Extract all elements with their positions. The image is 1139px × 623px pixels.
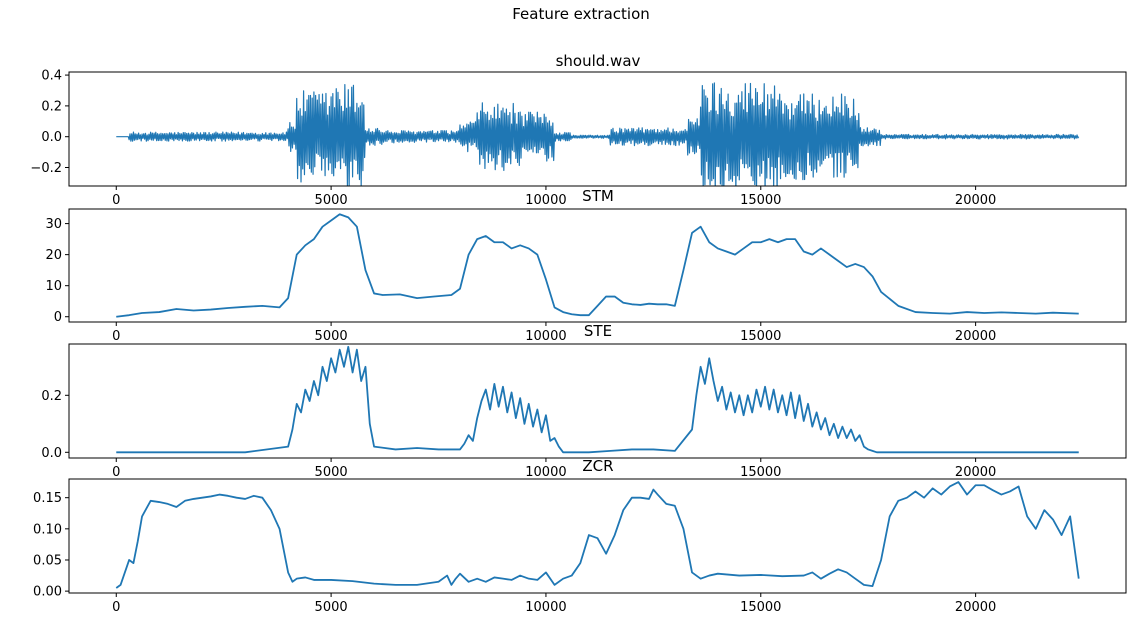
x-tick-label: 10000 <box>525 193 566 208</box>
y-tick-label: 0.2 <box>41 99 62 114</box>
x-tick-label: 0 <box>112 193 120 208</box>
x-tick-label: 0 <box>112 465 120 480</box>
y-tick-label: 0.05 <box>33 553 62 568</box>
subplot-stm: STM 0 5000 10000 15000 20000 0 10 20 30 <box>45 187 1127 344</box>
y-tick-label: 0.00 <box>33 585 62 600</box>
axes-frame <box>68 478 1127 594</box>
y-tick-label: 0.4 <box>41 69 62 84</box>
y-tick-label: 0.2 <box>41 389 62 404</box>
x-tick-label: 15000 <box>740 193 781 208</box>
y-tick-label: −0.2 <box>30 161 62 176</box>
x-tick-label: 5000 <box>315 329 348 344</box>
subplot-zcr: ZCR 0 5000 10000 15000 20000 0.00 0.05 0.10 0.15 <box>33 457 1127 615</box>
y-tick-label: 30 <box>45 217 62 232</box>
x-tick-label: 20000 <box>955 465 996 480</box>
x-tick-label: 5000 <box>315 193 348 208</box>
y-tick-label: 20 <box>45 248 62 263</box>
subplot-title: ZCR <box>582 457 613 475</box>
subplot-title: STM <box>582 187 614 205</box>
x-tick-label: 10000 <box>525 329 566 344</box>
series-line <box>116 345 1079 454</box>
x-tick-label: 10000 <box>525 600 566 615</box>
x-tick-label: 0 <box>112 600 120 615</box>
series-line <box>115 481 1080 589</box>
x-tick-label: 15000 <box>740 329 781 344</box>
x-tick-label: 0 <box>112 329 120 344</box>
y-tick-label: 0.0 <box>41 446 62 461</box>
x-tick-label: 20000 <box>955 600 996 615</box>
x-tick-label: 5000 <box>315 465 348 480</box>
x-tick-label: 20000 <box>955 329 996 344</box>
subplot-ste: STE 0 5000 10000 15000 20000 0.0 0.2 <box>41 322 1127 480</box>
x-tick-label: 10000 <box>525 465 566 480</box>
y-tick-label: 10 <box>45 279 62 294</box>
axes-frame <box>68 71 1127 187</box>
subplot-waveform: should.wav 0 5000 10000 15000 20000 −0.2 0.0 0.… <box>30 52 1127 208</box>
x-tick-label: 5000 <box>315 600 348 615</box>
figure-title: Feature extraction <box>512 5 650 23</box>
y-tick-label: 0.15 <box>33 491 62 506</box>
y-tick-label: 0 <box>54 310 62 325</box>
axes-frame <box>68 208 1127 323</box>
series-line <box>116 213 1079 318</box>
series-line <box>116 82 1080 186</box>
subplot-title: should.wav <box>556 52 641 70</box>
y-tick-label: 0.0 <box>41 130 62 145</box>
x-tick-label: 15000 <box>740 465 781 480</box>
subplot-title: STE <box>584 322 612 340</box>
y-tick-label: 0.10 <box>33 522 62 537</box>
x-tick-label: 15000 <box>740 600 781 615</box>
axes-frame <box>68 343 1127 459</box>
x-tick-label: 20000 <box>955 193 996 208</box>
